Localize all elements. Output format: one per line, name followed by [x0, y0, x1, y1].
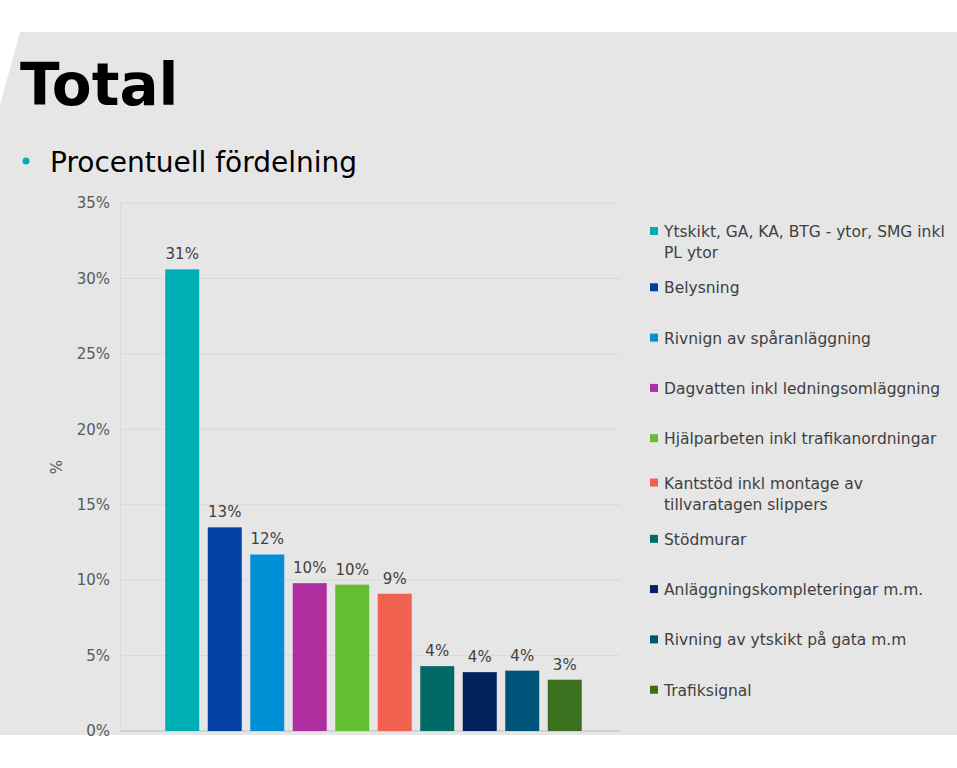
legend-label: Hjälparbeten inkl trafikanordningar [664, 430, 937, 448]
chart: Total Procentuell fördelning 0% 5% 10% 15% 20%… [0, 0, 957, 768]
legend-label: Dagvatten inkl ledningsomläggning [664, 380, 940, 398]
data-label: 9% [383, 570, 407, 588]
y-tick-label: 20% [77, 421, 110, 439]
legend-label: Anläggningskompleteringar m.m. [664, 581, 923, 599]
data-label: 10% [336, 561, 369, 579]
legend-label: Ytskikt, GA, KA, BTG - ytor, SMG inkl PL… [663, 223, 950, 262]
legend-item: Hjälparbeten inkl trafikanordningar [650, 430, 937, 448]
y-tick: 35% [77, 194, 120, 212]
legend-item: Dagvatten inkl ledningsomläggning [650, 380, 940, 398]
legend-swatch [650, 434, 658, 442]
y-tick: 10% [77, 571, 120, 589]
y-tick: 5% [86, 647, 120, 665]
legend-swatch [650, 227, 658, 235]
bar [463, 672, 497, 731]
y-tick: 30% [77, 270, 120, 288]
y-tick-label: 15% [77, 496, 110, 514]
legend-item: Trafiksignal [650, 682, 752, 700]
legend-label: Belysning [664, 279, 740, 297]
y-tick-label: 25% [77, 345, 110, 363]
legend-label: Stödmurar [664, 531, 747, 549]
legend-item: Kantstöd inkl montage av tillvaratagen s… [650, 475, 868, 514]
legend-label: Kantstöd inkl montage av tillvaratagen s… [664, 475, 868, 514]
legend-item: Rivnign av spåranläggning [650, 330, 871, 348]
data-label: 4% [425, 642, 449, 660]
legend: Ytskikt, GA, KA, BTG - ytor, SMG inkl PL… [650, 223, 950, 700]
data-label: 4% [468, 648, 492, 666]
legend-swatch [650, 384, 658, 392]
legend-swatch [650, 535, 658, 543]
legend-item: Stödmurar [650, 531, 747, 549]
legend-swatch [650, 585, 658, 593]
data-labels: 31% 13% 12% 10% 10% 9% 4% 4% 4% 3% [166, 245, 577, 673]
y-tick: 15% [77, 496, 120, 514]
y-tick-label: 0% [86, 722, 110, 740]
data-label: 10% [293, 559, 326, 577]
grid-line [120, 203, 620, 204]
bar [548, 680, 582, 731]
bar [335, 585, 369, 731]
y-tick: 25% [77, 345, 120, 363]
bar [293, 583, 327, 731]
y-tick: 0% [86, 722, 120, 740]
data-label: 3% [553, 656, 577, 674]
y-tick: 20% [77, 421, 120, 439]
bullet [23, 158, 30, 165]
y-tick-label: 30% [77, 270, 110, 288]
title: Total [20, 51, 178, 119]
data-label: 13% [208, 503, 241, 521]
y-tick-label: 10% [77, 571, 110, 589]
data-label: 31% [166, 245, 199, 263]
bar [250, 554, 284, 731]
legend-item: Anläggningskompleteringar m.m. [650, 581, 923, 599]
subtitle: Procentuell fördelning [50, 146, 357, 179]
legend-item: Ytskikt, GA, KA, BTG - ytor, SMG inkl PL… [650, 223, 950, 262]
legend-swatch [650, 479, 658, 487]
bar [208, 527, 242, 731]
legend-swatch [650, 686, 658, 694]
y-axis-title: % [48, 460, 66, 474]
legend-label: Trafiksignal [663, 682, 752, 700]
bar [165, 269, 199, 731]
legend-item: Rivning av ytskikt på gata m.m [650, 631, 906, 649]
data-label: 12% [251, 530, 284, 548]
grid [120, 203, 620, 731]
bar [420, 666, 454, 731]
bar [505, 671, 539, 731]
y-axis-line [120, 204, 121, 732]
legend-swatch [650, 635, 658, 643]
bars [165, 269, 582, 731]
y-tick-label: 5% [86, 647, 110, 665]
legend-swatch [650, 283, 658, 291]
y-axis: 0% 5% 10% 15% 20% 25% 30% 35% [77, 194, 121, 740]
y-tick-label: 35% [77, 194, 110, 212]
data-label: 4% [510, 647, 534, 665]
legend-label: Rivnign av spåranläggning [664, 330, 871, 348]
slide-background [0, 32, 957, 735]
legend-item: Belysning [650, 279, 740, 297]
legend-swatch [650, 334, 658, 342]
bar [378, 594, 412, 731]
legend-label: Rivning av ytskikt på gata m.m [664, 631, 906, 649]
